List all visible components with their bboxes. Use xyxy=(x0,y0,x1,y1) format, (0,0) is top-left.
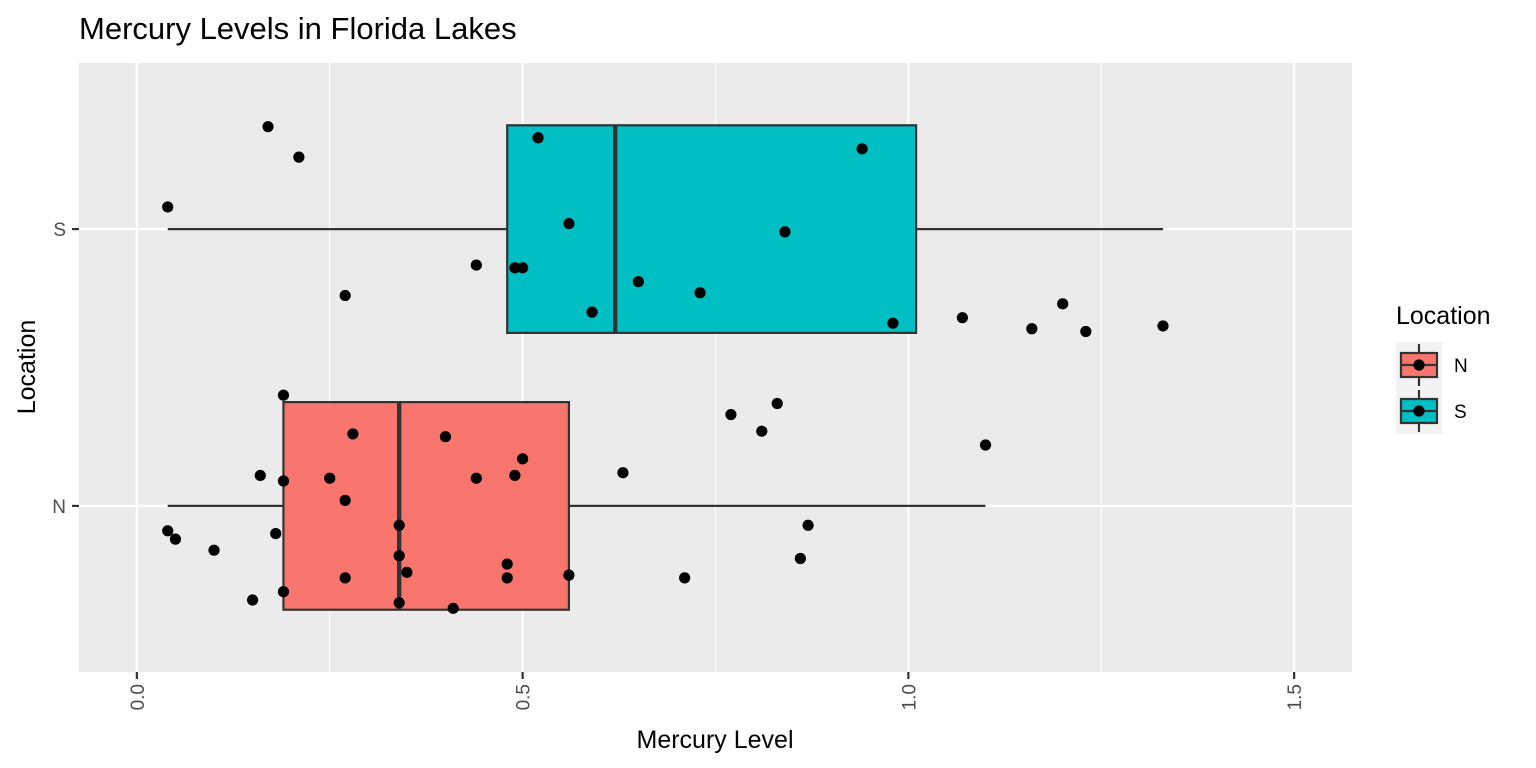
data-point xyxy=(679,572,691,584)
data-point xyxy=(517,453,529,465)
data-point xyxy=(339,289,351,302)
data-point xyxy=(254,469,266,482)
data-point xyxy=(802,519,814,531)
data-point xyxy=(439,431,452,443)
box-N xyxy=(282,401,571,611)
y-tick-label: N xyxy=(52,497,66,518)
y-axis: NS xyxy=(52,220,79,518)
x-tick-label: 0.0 xyxy=(128,684,149,710)
x-tick-label: 0.5 xyxy=(514,684,535,710)
data-point xyxy=(517,262,529,274)
data-point xyxy=(470,472,482,484)
data-point xyxy=(470,259,482,271)
data-point xyxy=(1057,298,1069,310)
data-point xyxy=(756,425,768,437)
legend-title: Location xyxy=(1396,302,1491,330)
whiskers xyxy=(167,227,1163,508)
x-tick-label: 1.0 xyxy=(899,684,920,710)
data-point xyxy=(393,597,405,609)
boxes xyxy=(282,124,918,611)
data-point xyxy=(617,467,629,479)
data-point xyxy=(169,533,182,545)
data-point xyxy=(162,201,174,213)
data-point xyxy=(393,550,405,562)
data-point xyxy=(277,475,290,487)
data-point xyxy=(779,226,791,238)
data-point xyxy=(694,287,706,299)
data-point xyxy=(393,519,405,531)
data-point xyxy=(347,428,359,440)
data-point xyxy=(563,217,575,230)
data-point xyxy=(401,566,413,578)
data-point xyxy=(1157,320,1169,332)
data-point xyxy=(246,594,259,606)
data-points xyxy=(162,121,1169,614)
chart-title: Mercury Levels in Florida Lakes xyxy=(79,11,517,46)
legend-label-S: S xyxy=(1454,402,1467,423)
data-point xyxy=(293,151,305,163)
x-tick-label: 1.5 xyxy=(1285,684,1306,710)
data-point xyxy=(563,569,575,581)
data-point xyxy=(632,276,644,288)
y-axis-title: Location xyxy=(13,320,41,415)
data-point xyxy=(208,544,220,556)
data-point xyxy=(277,389,290,401)
legend-label-N: N xyxy=(1454,356,1468,377)
data-point xyxy=(339,494,351,506)
data-point xyxy=(509,262,521,274)
data-point xyxy=(162,525,174,537)
y-tick-label: S xyxy=(53,220,66,241)
data-point xyxy=(501,558,513,570)
legend: Location N S xyxy=(1396,302,1491,434)
data-point xyxy=(956,312,968,324)
data-point xyxy=(262,121,274,133)
data-point xyxy=(1026,323,1038,335)
data-point xyxy=(501,572,513,584)
data-point xyxy=(532,132,544,144)
data-point xyxy=(771,397,783,410)
legend-key-point xyxy=(1413,405,1425,417)
x-axis-title: Mercury Level xyxy=(637,726,794,754)
legend-key-point xyxy=(1413,359,1425,371)
data-point xyxy=(270,527,282,540)
data-point xyxy=(324,472,336,484)
box-S xyxy=(506,124,918,334)
data-point xyxy=(887,317,899,329)
data-point xyxy=(979,439,992,451)
data-point xyxy=(725,408,737,421)
data-point xyxy=(339,572,351,584)
data-point xyxy=(509,469,521,482)
data-point xyxy=(277,586,290,598)
data-point xyxy=(794,552,806,565)
x-axis: 0.0 0.5 1.0 1.5 xyxy=(128,672,1306,710)
data-point xyxy=(447,602,459,614)
data-point xyxy=(1080,325,1092,338)
data-point xyxy=(586,306,598,318)
data-point xyxy=(856,143,868,155)
